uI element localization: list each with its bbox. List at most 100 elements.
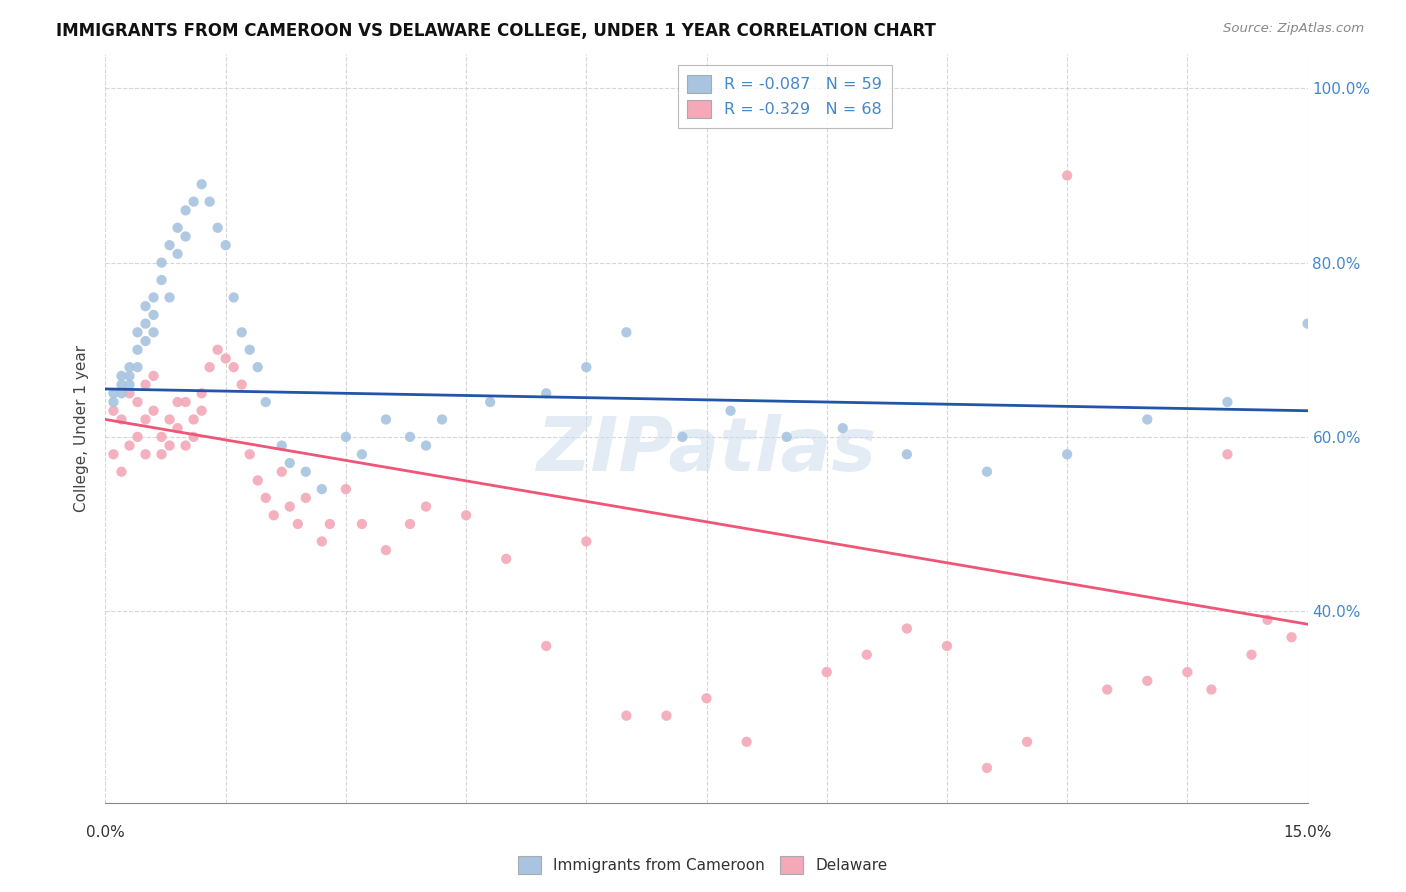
Point bbox=[214, 238, 236, 252]
Point bbox=[1136, 673, 1159, 688]
Point bbox=[534, 639, 557, 653]
Point bbox=[1097, 682, 1119, 697]
Point bbox=[103, 403, 125, 417]
Point bbox=[174, 229, 197, 244]
Point bbox=[896, 447, 918, 461]
Point bbox=[103, 386, 125, 401]
Point bbox=[166, 421, 188, 435]
Legend: R = -0.087   N = 59, R = -0.329   N = 68: R = -0.087 N = 59, R = -0.329 N = 68 bbox=[678, 65, 891, 128]
Point bbox=[350, 516, 373, 531]
Point bbox=[127, 430, 149, 444]
Point bbox=[735, 735, 758, 749]
Point bbox=[720, 403, 742, 417]
Point bbox=[190, 178, 212, 192]
Point bbox=[1296, 317, 1319, 331]
Point bbox=[166, 247, 188, 261]
Point bbox=[110, 465, 132, 479]
Point bbox=[575, 534, 598, 549]
Point bbox=[110, 368, 132, 383]
Point bbox=[135, 447, 157, 461]
Point bbox=[295, 465, 318, 479]
Point bbox=[1240, 648, 1263, 662]
Point bbox=[166, 220, 188, 235]
Point bbox=[374, 412, 398, 426]
Point bbox=[190, 403, 212, 417]
Point bbox=[295, 491, 318, 505]
Point bbox=[183, 194, 205, 209]
Point bbox=[231, 326, 253, 340]
Point bbox=[142, 308, 165, 322]
Point bbox=[135, 299, 157, 313]
Point bbox=[110, 412, 132, 426]
Point bbox=[1056, 169, 1078, 183]
Point bbox=[776, 430, 799, 444]
Point bbox=[183, 412, 205, 426]
Point bbox=[183, 430, 205, 444]
Text: IMMIGRANTS FROM CAMEROON VS DELAWARE COLLEGE, UNDER 1 YEAR CORRELATION CHART: IMMIGRANTS FROM CAMEROON VS DELAWARE COL… bbox=[56, 22, 936, 40]
Point bbox=[1201, 682, 1223, 697]
Point bbox=[1017, 735, 1039, 749]
Point bbox=[1056, 447, 1078, 461]
Point bbox=[415, 439, 437, 453]
Point bbox=[142, 403, 165, 417]
Point bbox=[479, 395, 502, 409]
Point bbox=[976, 761, 998, 775]
Point bbox=[1216, 395, 1239, 409]
Point bbox=[1216, 447, 1239, 461]
Point bbox=[150, 255, 173, 269]
Point bbox=[142, 290, 165, 304]
Point bbox=[855, 648, 877, 662]
Point bbox=[430, 412, 453, 426]
Point bbox=[127, 343, 149, 357]
Point bbox=[1177, 665, 1199, 679]
Point bbox=[287, 516, 309, 531]
Point bbox=[335, 430, 357, 444]
Point bbox=[103, 447, 125, 461]
Point bbox=[319, 516, 342, 531]
Point bbox=[135, 334, 157, 348]
Point bbox=[936, 639, 959, 653]
Point bbox=[495, 552, 517, 566]
Legend: Immigrants from Cameroon, Delaware: Immigrants from Cameroon, Delaware bbox=[512, 850, 894, 880]
Point bbox=[831, 421, 853, 435]
Point bbox=[110, 377, 132, 392]
Point bbox=[150, 447, 173, 461]
Point bbox=[190, 386, 212, 401]
Point bbox=[159, 439, 181, 453]
Y-axis label: College, Under 1 year: College, Under 1 year bbox=[75, 344, 90, 512]
Point bbox=[118, 360, 141, 375]
Point bbox=[263, 508, 285, 523]
Point bbox=[103, 395, 125, 409]
Point bbox=[127, 326, 149, 340]
Point bbox=[246, 360, 269, 375]
Point bbox=[142, 368, 165, 383]
Point bbox=[110, 386, 132, 401]
Point bbox=[118, 386, 141, 401]
Point bbox=[174, 203, 197, 218]
Point bbox=[207, 343, 229, 357]
Point bbox=[118, 439, 141, 453]
Point bbox=[311, 482, 333, 496]
Point bbox=[454, 508, 477, 523]
Point bbox=[399, 516, 422, 531]
Point bbox=[246, 474, 269, 488]
Point bbox=[166, 395, 188, 409]
Point bbox=[976, 465, 998, 479]
Text: ZIPatlas: ZIPatlas bbox=[537, 414, 876, 487]
Point bbox=[335, 482, 357, 496]
Point bbox=[278, 500, 301, 514]
Point bbox=[198, 194, 221, 209]
Point bbox=[254, 491, 277, 505]
Point bbox=[350, 447, 373, 461]
Point bbox=[222, 360, 245, 375]
Point bbox=[896, 622, 918, 636]
Point bbox=[655, 708, 678, 723]
Point bbox=[239, 343, 262, 357]
Point bbox=[135, 317, 157, 331]
Text: 0.0%: 0.0% bbox=[86, 824, 125, 839]
Point bbox=[222, 290, 245, 304]
Point bbox=[159, 412, 181, 426]
Point bbox=[118, 377, 141, 392]
Point bbox=[1257, 613, 1279, 627]
Point bbox=[239, 447, 262, 461]
